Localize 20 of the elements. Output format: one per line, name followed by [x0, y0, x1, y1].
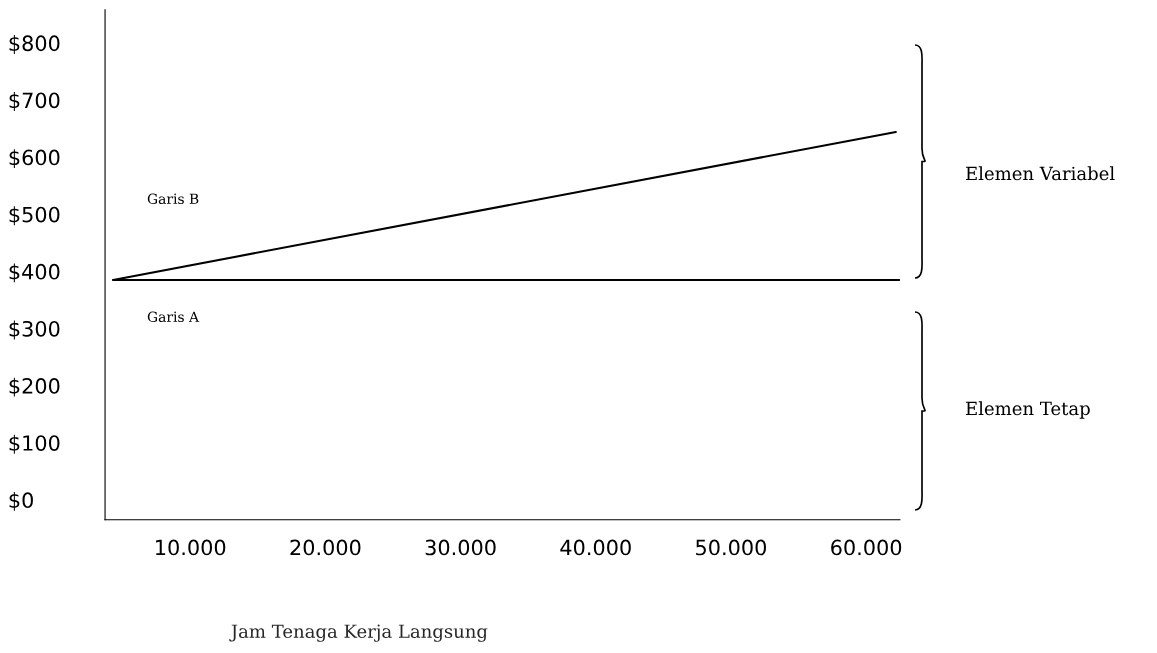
annotation: Garis B — [147, 193, 199, 205]
y-tick-label: $300 — [9, 320, 60, 340]
annotation: Garis A — [147, 311, 200, 323]
text: Elemen Variabel — [966, 166, 1115, 181]
y-tick-label: $100 — [9, 434, 60, 454]
y-tick-label: $400 — [9, 263, 60, 283]
y-tick-label: $800 — [9, 35, 60, 54]
y-tick-label: $600 — [9, 149, 60, 169]
y-tick-label: $200 — [9, 377, 60, 397]
x-tick-label: 10.000 — [156, 539, 226, 556]
x-tick-label: 30.000 — [425, 539, 496, 556]
y-tick-label: $700 — [9, 92, 60, 112]
x-tick-label: 50.000 — [696, 539, 766, 556]
x-axis-title: Jam Tenaga Kerja Langsung — [229, 624, 488, 642]
y-tick-label: $500 — [9, 206, 60, 226]
x-tick-label: 40.000 — [560, 539, 631, 556]
x-tick-label: 60.000 — [831, 539, 902, 556]
y-tick-label: $0 — [9, 491, 33, 511]
text: Elemen Tetap — [966, 401, 1090, 419]
x-tick-label: 20.000 — [290, 539, 361, 556]
